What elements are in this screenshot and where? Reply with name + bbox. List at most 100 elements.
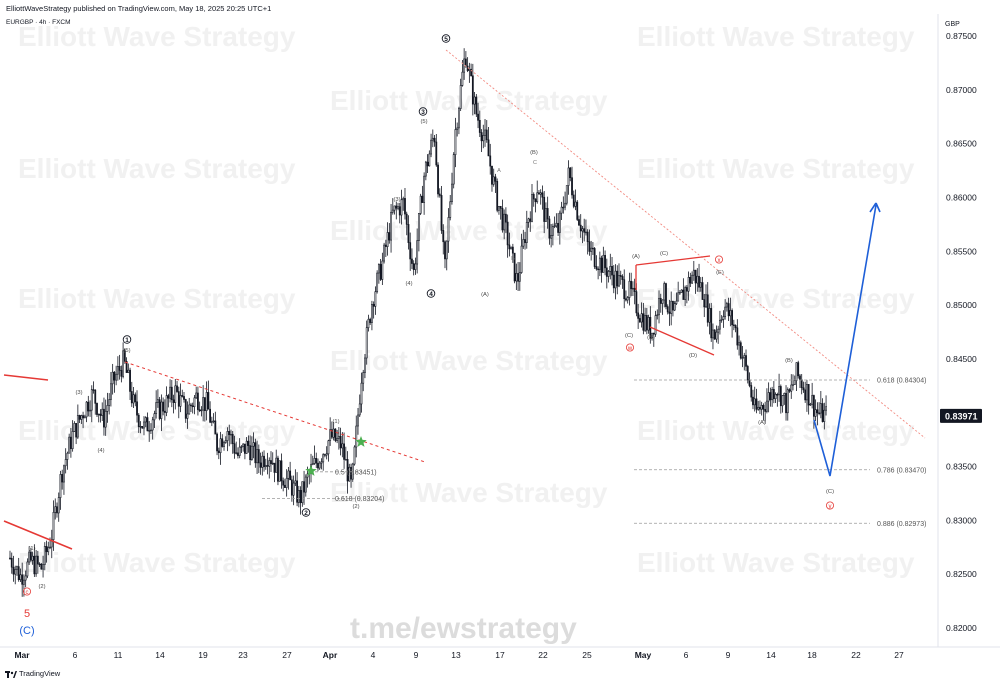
candle-body [447,217,450,242]
candle-body [304,476,307,493]
candle-body [398,206,401,216]
candle-body [50,539,53,548]
candle-body [80,415,83,420]
candle-body [87,401,90,412]
candle-body [226,431,229,441]
wave-label-black-circle: 3 [421,109,425,116]
time-tick-label: 17 [495,650,505,660]
candle-body [776,394,779,396]
candle-body [642,313,645,331]
candle-body [374,291,377,307]
candle-body [440,195,443,231]
candle-body [17,566,20,580]
watermark-text: Elliott Wave Strategy [330,477,608,508]
candle-body [111,371,114,385]
candle-body [423,175,426,203]
candle-body [510,246,513,250]
candle-body [710,308,713,339]
candle-body [297,490,300,503]
candle-body [715,331,718,340]
tradingview-footer[interactable]: TradingView [5,669,60,678]
candle-body [818,412,821,414]
candle-body [35,555,38,575]
candle-body [221,438,224,447]
candle-body [665,283,667,307]
candle-body [280,460,283,482]
dashed-trendline-wave1 [124,361,426,463]
candle-body [426,161,429,167]
time-tick-label: 27 [894,650,904,660]
wave-label-tiny: C [533,160,537,166]
wave-label-red-circle: w [627,346,633,352]
price-axis[interactable]: GBP 0.87500 0.87000 0.86500 0.86000 0.85500 0.… [937,14,982,647]
candle-body [595,266,598,270]
candle-body [78,415,81,420]
price-tick-label: 0.85000 [946,300,977,310]
candle-body [477,113,479,121]
wave-circle-black [426,289,436,298]
candle-body [654,315,657,335]
watermark-text: Elliott Wave Strategy [637,21,915,52]
candle-body [633,287,636,292]
candle-body [433,137,436,143]
time-tick-label: 9 [414,650,419,660]
wave-label-small: (1) [28,546,35,552]
time-tick-label: 14 [766,650,776,660]
candle-body [371,304,373,323]
candle-body [306,473,309,478]
candle-body [569,167,572,178]
candle-body [16,566,18,570]
candle-body [144,417,147,423]
candle-body [616,270,619,287]
candle-body [765,400,768,412]
time-axis[interactable]: Mar 6 11 14 19 23 27 Apr 4 9 13 17 22 25 May 6 9 14 18 22 27 [0,646,1000,660]
candle-body [188,404,191,415]
candles-layer[interactable] [9,48,827,597]
symbol-info[interactable]: EURGBP · 4h · FXCM [6,19,71,26]
candle-body [90,389,93,411]
candle-body [151,419,154,431]
candle-body [155,402,158,414]
candle-body [193,397,196,408]
candle-body [271,462,274,465]
candle-body [685,287,688,292]
candle-body [656,314,659,316]
candle-body [548,218,551,239]
candle-body [800,379,803,389]
candle-body [42,564,44,570]
candle-body [689,276,692,284]
candle-body [593,248,596,267]
candle-body [57,497,60,514]
candle-body [666,306,669,313]
candle-body [315,458,318,464]
candle-body [344,459,347,461]
candle-body [324,454,326,456]
candle-body [365,327,368,359]
candle-body [197,392,199,410]
candle-body [157,399,159,403]
candle-body [360,382,363,405]
current-price-badge [940,408,982,423]
candle-body [788,389,791,392]
price-tick-label: 0.82000 [946,623,977,633]
candle-body [397,206,399,209]
candle-body [759,406,761,410]
candle-body [136,401,138,416]
candle-body [322,454,325,463]
candle-body [748,379,751,386]
candle-body [219,438,222,454]
wave-label-small: (B) [647,335,655,341]
candle-body [146,417,149,432]
candle-body [804,389,807,401]
price-tick-label: 0.83500 [946,462,977,472]
candle-body [705,294,707,308]
candle-body [508,244,511,250]
candle-body [658,297,660,316]
wave-label-black-circle: 4 [429,291,433,298]
candle-body [329,429,332,442]
candle-body [458,108,460,129]
candle-body [339,435,342,449]
candle-body [209,408,212,423]
